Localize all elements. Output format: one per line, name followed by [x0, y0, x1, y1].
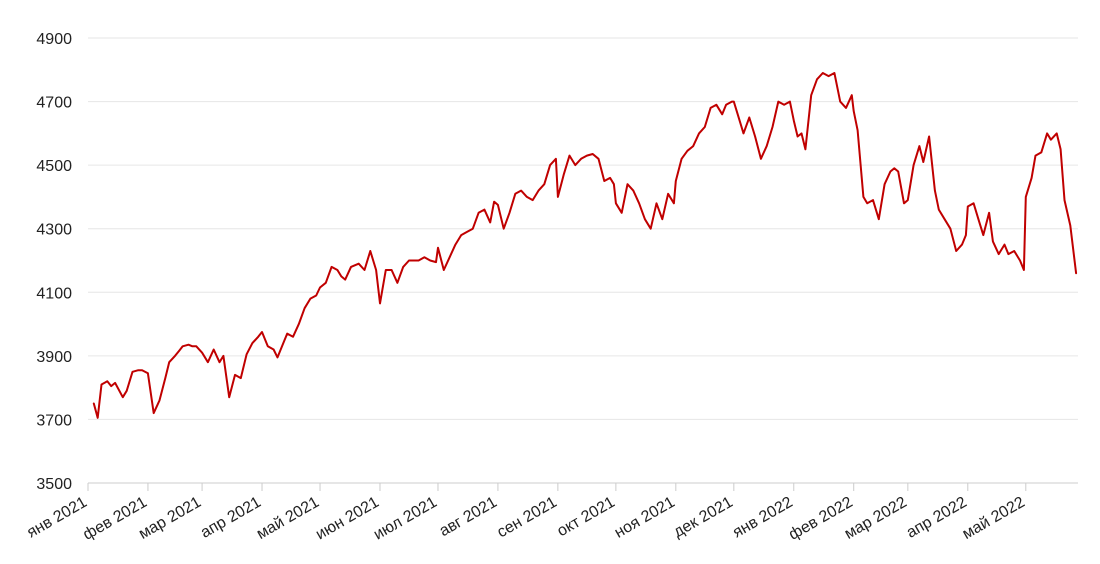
y-tick-label: 3500 — [36, 476, 72, 493]
x-tick-label: май 2022 — [960, 494, 1028, 543]
y-axis: 3500 3700 3900 4100 4300 4500 4700 4900 — [36, 31, 72, 493]
y-tick-label: 4500 — [36, 158, 72, 175]
x-tick-label: янв 2022 — [730, 494, 796, 542]
x-tick-label: июн 2021 — [313, 494, 382, 544]
x-tick-label: май 2021 — [254, 494, 322, 543]
x-tick-label: окт 2021 — [554, 494, 618, 540]
y-tick-label: 4100 — [36, 285, 72, 302]
x-tick-label: апр 2022 — [904, 494, 970, 542]
x-tick-label: дек 2021 — [671, 494, 736, 541]
x-tick-label: мар 2021 — [136, 494, 204, 543]
series-line — [92, 72, 1078, 419]
x-tick-label: сен 2021 — [494, 494, 560, 542]
y-tick-label: 3700 — [36, 412, 72, 429]
y-tick-label: 4300 — [36, 222, 72, 239]
y-tick-label: 4900 — [36, 31, 72, 48]
x-tick-label: ноя 2021 — [612, 494, 678, 542]
x-tick-label: авг 2021 — [437, 494, 500, 540]
gridlines — [88, 37, 1078, 420]
x-tick-label: янв 2021 — [24, 494, 90, 542]
y-tick-label: 3900 — [36, 349, 72, 366]
y-tick-label: 4700 — [36, 95, 72, 112]
x-tick-label: июл 2021 — [371, 494, 440, 544]
series-layer — [92, 72, 1078, 419]
x-tick-label: мар 2022 — [842, 494, 910, 543]
x-tick-label: апр 2021 — [198, 494, 264, 542]
